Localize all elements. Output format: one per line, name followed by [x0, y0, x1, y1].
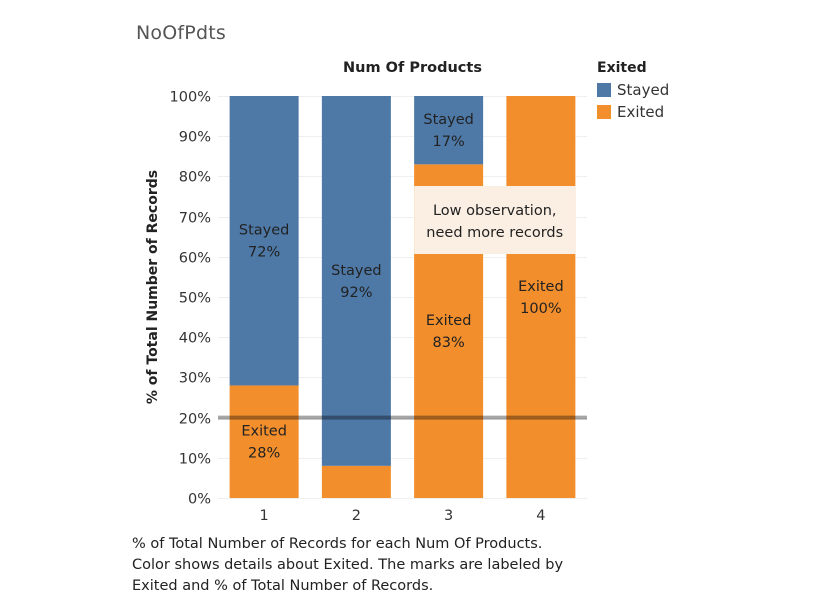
- data-label-line: Exited: [241, 424, 287, 440]
- sheet-title: NoOfPdts: [136, 22, 226, 44]
- y-tick-label: 80%: [179, 170, 211, 186]
- y-tick-label: 70%: [179, 211, 211, 227]
- legend-label-exited: Exited: [617, 103, 665, 121]
- data-label-line: 83%: [433, 335, 465, 351]
- bar-exited-2[interactable]: [321, 465, 391, 498]
- data-label-line: 28%: [248, 446, 280, 462]
- x-tick-label: 2: [352, 508, 361, 524]
- data-label-line: Stayed: [239, 223, 289, 239]
- y-tick-label: 10%: [179, 452, 211, 468]
- data-label-line: Exited: [426, 313, 472, 329]
- data-label: Exited 83%: [426, 313, 472, 351]
- chart-caption: % of Total Number of Records for each Nu…: [132, 536, 564, 594]
- data-label-line: 17%: [433, 134, 465, 150]
- legend-title: Exited: [597, 60, 647, 76]
- y-tick-label: 90%: [179, 130, 211, 146]
- x-tick-label: 1: [260, 508, 269, 524]
- bar-exited-4[interactable]: [506, 96, 576, 498]
- data-label: Stayed 92%: [331, 263, 381, 301]
- y-tick-label: 0%: [188, 492, 211, 508]
- bar-exited-1[interactable]: [229, 385, 299, 498]
- data-label: Stayed 17%: [423, 112, 473, 150]
- chart-title: Num Of Products: [343, 60, 482, 76]
- data-label-line: Stayed: [423, 112, 473, 128]
- data-label-line: 72%: [248, 245, 280, 261]
- data-label-line: Stayed: [331, 263, 381, 279]
- y-axis-label: % of Total Number of Records: [145, 170, 161, 404]
- legend-swatch-exited: [597, 105, 611, 119]
- y-tick-label: 30%: [179, 371, 211, 387]
- y-tick-label: 20%: [179, 412, 211, 428]
- bar-stayed-1[interactable]: [229, 96, 299, 386]
- bar-stayed-3[interactable]: [414, 96, 484, 165]
- y-tick-label: 100%: [170, 90, 211, 106]
- data-label-line: Exited: [518, 279, 564, 295]
- x-tick-label: 4: [536, 508, 545, 524]
- data-label-line: 100%: [520, 301, 561, 317]
- data-label: Exited 28%: [241, 424, 287, 462]
- data-label: Exited 100%: [518, 279, 564, 317]
- legend: Exited Stayed Exited: [597, 60, 669, 123]
- legend-label-stayed: Stayed: [617, 81, 670, 99]
- annotation-line-2: need more records: [426, 225, 563, 241]
- x-tick-label: 3: [444, 508, 453, 524]
- annotation-box: [414, 186, 576, 254]
- data-label-line: 92%: [340, 285, 372, 301]
- y-tick-label: 60%: [179, 251, 211, 267]
- legend-swatch-stayed: [597, 83, 611, 97]
- y-tick-label: 50%: [179, 291, 211, 307]
- annotation-line-1: Low observation,: [433, 203, 557, 219]
- legend-item-exited[interactable]: Exited: [597, 101, 669, 123]
- legend-item-stayed[interactable]: Stayed: [597, 79, 669, 101]
- data-label: Stayed 72%: [239, 223, 289, 261]
- bar-stayed-2[interactable]: [321, 96, 391, 466]
- y-tick-label: 40%: [179, 331, 211, 347]
